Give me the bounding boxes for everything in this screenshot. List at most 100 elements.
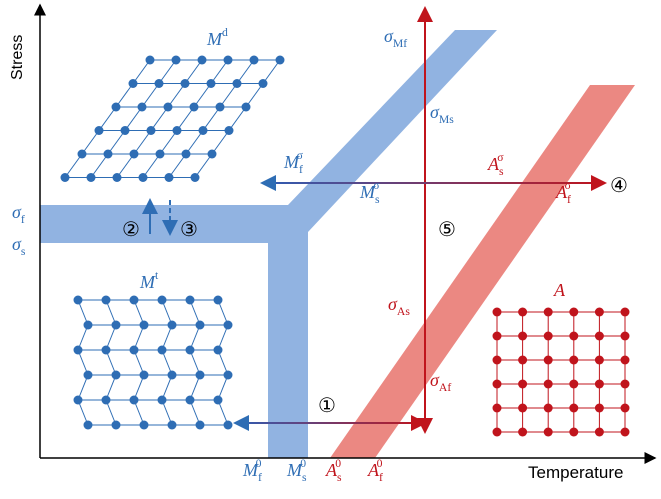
atom	[102, 396, 111, 405]
atom	[207, 79, 216, 88]
atom	[224, 421, 233, 430]
x-axis-label: Temperature	[528, 463, 623, 482]
label: Mfσ	[283, 149, 304, 176]
atom	[493, 356, 502, 365]
y-axis-label: Stress	[9, 35, 26, 80]
label-base: M	[206, 29, 223, 49]
atom	[595, 428, 604, 437]
atom	[544, 428, 553, 437]
label-sub: s	[499, 165, 504, 178]
atom	[121, 126, 130, 135]
atom	[493, 380, 502, 389]
label-sub: Ms	[439, 113, 454, 126]
atom	[112, 371, 121, 380]
atom	[595, 332, 604, 341]
label: Ms0	[286, 457, 307, 484]
label-sub: f	[379, 471, 383, 484]
atom	[164, 103, 173, 112]
label-sup: 0	[335, 457, 341, 470]
atom	[84, 421, 93, 430]
atom	[74, 396, 83, 405]
atom	[621, 308, 630, 317]
atom	[168, 421, 177, 430]
atom	[621, 404, 630, 413]
atom	[544, 308, 553, 317]
atom	[168, 371, 177, 380]
atom	[544, 404, 553, 413]
atom	[621, 356, 630, 365]
atom	[138, 103, 147, 112]
atom	[147, 126, 156, 135]
atom	[112, 421, 121, 430]
atom	[569, 404, 578, 413]
label-sub: s	[302, 471, 307, 484]
atom	[595, 308, 604, 317]
label-sup: d	[222, 26, 228, 39]
atom	[78, 150, 87, 159]
atom	[569, 332, 578, 341]
atom	[518, 356, 527, 365]
atom	[233, 79, 242, 88]
label-sup: σ	[297, 149, 304, 162]
step-number: ③	[180, 217, 198, 241]
atom	[146, 56, 155, 65]
atom	[156, 150, 165, 159]
atom	[493, 308, 502, 317]
atom	[224, 371, 233, 380]
atom	[104, 150, 113, 159]
label-sub: As	[397, 305, 410, 318]
label: σf	[12, 202, 25, 226]
atom	[190, 103, 199, 112]
label: Md	[206, 26, 228, 49]
step-number: ④	[610, 173, 628, 197]
atom	[214, 396, 223, 405]
atom	[214, 346, 223, 355]
label: σs	[12, 234, 26, 258]
atom	[191, 173, 200, 182]
atom	[168, 321, 177, 330]
atom	[518, 308, 527, 317]
atom	[493, 332, 502, 341]
atom	[595, 380, 604, 389]
atom	[621, 380, 630, 389]
atom	[595, 404, 604, 413]
atom	[129, 79, 138, 88]
atom	[186, 346, 195, 355]
atom	[182, 150, 191, 159]
atom	[544, 332, 553, 341]
label: σMf	[384, 26, 407, 50]
atom	[130, 396, 139, 405]
label: Mt	[139, 269, 159, 292]
atom	[102, 296, 111, 305]
atom	[224, 56, 233, 65]
atom	[84, 321, 93, 330]
label-sup: σ	[565, 179, 572, 192]
atom	[173, 126, 182, 135]
atom	[198, 56, 207, 65]
lattice-a	[493, 308, 630, 437]
label-sub: f	[299, 163, 303, 176]
atom	[165, 173, 174, 182]
atom	[130, 346, 139, 355]
atom	[250, 56, 259, 65]
atom	[216, 103, 225, 112]
atom	[259, 79, 268, 88]
atom	[87, 173, 96, 182]
atom	[113, 173, 122, 182]
label-sub: Mf	[393, 37, 407, 50]
label: As0	[325, 457, 342, 484]
atom	[130, 150, 139, 159]
atom	[621, 332, 630, 341]
atom	[214, 296, 223, 305]
step-number: ②	[122, 217, 140, 241]
label-sub: s	[337, 471, 342, 484]
label-sup: 0	[377, 457, 383, 470]
label: Asσ	[487, 151, 504, 178]
label: Afσ	[555, 179, 572, 206]
atom	[102, 346, 111, 355]
atom	[242, 103, 251, 112]
atom	[196, 421, 205, 430]
atom	[518, 332, 527, 341]
atom	[224, 321, 233, 330]
